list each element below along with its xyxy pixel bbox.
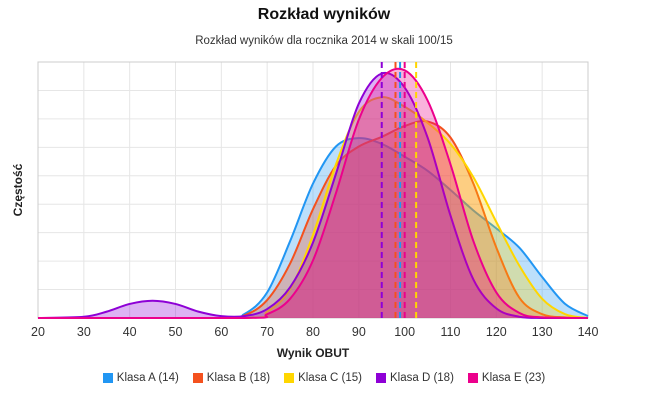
x-tick-label: 80 (306, 325, 320, 339)
x-tick-label: 50 (169, 325, 183, 339)
series-line-2 (38, 120, 589, 320)
legend-item-3[interactable]: Klasa C (15) (284, 372, 362, 384)
legend-swatch (284, 373, 295, 383)
axes: 20 30 40 50 60 70 80 90 100 110 120 130 140 (31, 325, 598, 339)
legend: Klasa A (14) Klasa B (18) Klasa C (15) Klas… (0, 372, 648, 384)
legend-label: Klasa C (15) (298, 372, 362, 384)
x-tick-label: 60 (214, 325, 228, 339)
series-line-1 (38, 137, 589, 320)
legend-label: Klasa D (18) (390, 372, 454, 384)
legend-swatch (192, 373, 203, 383)
legend-label: Klasa E (23) (481, 372, 546, 384)
legend-item-2[interactable]: Klasa B (18) (192, 372, 271, 384)
series-line-3 (38, 96, 589, 320)
x-tick-label: 130 (532, 325, 553, 339)
x-tick-label: 40 (123, 325, 137, 339)
x-tick-label: 120 (486, 325, 507, 339)
x-tick-label: 110 (441, 325, 461, 339)
legend-item-5[interactable]: Klasa E (23) (467, 372, 546, 384)
x-tick-label: 100 (394, 325, 415, 339)
x-tick-label: 140 (578, 325, 599, 339)
series-line-4 (37, 71, 588, 319)
series-area-1 (38, 138, 588, 318)
legend-label: Klasa A (14) (116, 372, 179, 384)
legend-swatch (376, 373, 386, 383)
legend-swatch (102, 373, 113, 383)
series-area-3 (38, 97, 588, 318)
y-axis-title: Częstość (11, 163, 25, 216)
x-tick-label: 20 (31, 325, 45, 339)
x-tick-label: 90 (352, 325, 366, 339)
plot-frame (37, 61, 589, 319)
series-area-2 (38, 121, 588, 318)
legend-item-4[interactable]: Klasa D (18) (376, 372, 454, 384)
x-tick-label: 70 (260, 325, 274, 339)
mean-lines (380, 62, 418, 318)
x-tick-label: 30 (77, 325, 91, 339)
legend-swatch (467, 373, 478, 383)
series-area-4 (38, 72, 588, 318)
series-area-5 (38, 68, 588, 318)
legend-label: Klasa B (18) (206, 372, 271, 384)
legend-item-1[interactable]: Klasa A (14) (102, 372, 179, 384)
chart-title: Rozkład wyników (257, 6, 391, 23)
chart-subtitle: Rozkład wyników dla rocznika 2014 w skal… (195, 35, 453, 47)
x-axis-title: Wynik OBUT (277, 346, 350, 360)
density-areas (37, 67, 589, 320)
